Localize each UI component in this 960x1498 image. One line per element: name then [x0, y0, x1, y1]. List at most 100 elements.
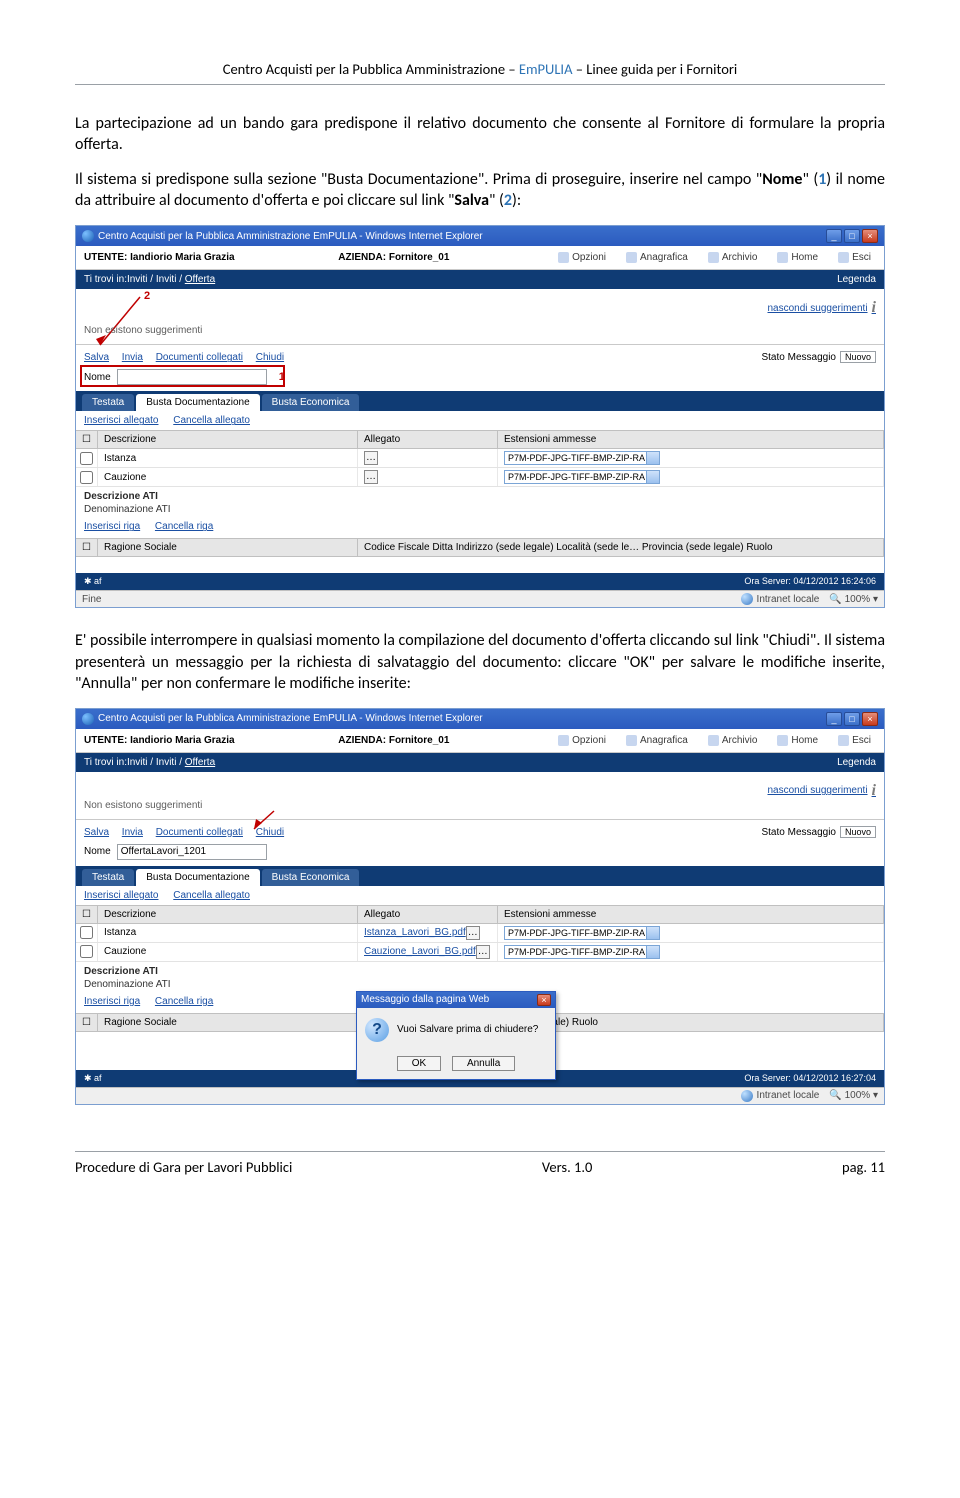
paragraph-2: Il sistema si predispone sulla sezione "…: [75, 169, 885, 211]
delete-row-link[interactable]: Cancella riga: [155, 996, 213, 1007]
server-time-2: Ora Server: 04/12/2012 16:27:04: [744, 1073, 876, 1084]
annulla-button[interactable]: Annulla: [452, 1056, 515, 1071]
row2-desc: Cauzione: [98, 468, 358, 486]
exit-icon: [838, 735, 849, 746]
nav-archivio[interactable]: Archivio: [703, 250, 763, 265]
footer-mid: Vers. 1.0: [542, 1158, 593, 1176]
row1-attach-button[interactable]: …: [364, 451, 378, 465]
page-header: Centro Acquisti per la Pubblica Amminist…: [75, 60, 885, 85]
insert-attachment-link[interactable]: Inserisci allegato: [84, 415, 158, 426]
row2-checkbox[interactable]: [80, 945, 93, 958]
breadcrumb-2: Ti trovi in:Inviti / Inviti / Offerta Le…: [76, 753, 884, 772]
nav-anagrafica[interactable]: Anagrafica: [621, 250, 693, 265]
documenti-link[interactable]: Documenti collegati: [156, 352, 243, 363]
row1-checkbox[interactable]: [80, 926, 93, 939]
minimize-button[interactable]: _: [826, 712, 842, 726]
nav-opzioni[interactable]: Opzioni: [553, 733, 611, 748]
attachment-links: Inserisci allegato Cancella allegato: [76, 411, 884, 430]
nav-anagrafica[interactable]: Anagrafica: [621, 733, 693, 748]
salva-link[interactable]: Salva: [84, 827, 109, 838]
tabstrip-2: Testata Busta Documentazione Busta Econo…: [76, 866, 884, 886]
row2-attach-button[interactable]: …: [476, 945, 490, 959]
azienda-label: AZIENDA: Fornitore_01: [338, 252, 449, 263]
close-button[interactable]: ×: [862, 229, 878, 243]
tab-busta-eco[interactable]: Busta Economica: [262, 869, 360, 886]
arrow-icon: [94, 293, 150, 353]
grid2-header: ☐ Ragione Sociale Codice Fiscale Ditta I…: [76, 538, 884, 557]
header-right: – Linee guida per i Fornitori: [572, 60, 737, 78]
insert-attachment-link[interactable]: Inserisci allegato: [84, 890, 158, 901]
minimize-button[interactable]: _: [826, 229, 842, 243]
zoom-dropdown[interactable]: 🔍 100% ▾: [829, 1090, 878, 1101]
tab-busta-eco[interactable]: Busta Economica: [262, 394, 360, 411]
tab-testata[interactable]: Testata: [82, 394, 134, 411]
salva-link[interactable]: Salva: [84, 352, 109, 363]
nome-row: Nome 1: [76, 365, 884, 387]
nav-archivio[interactable]: Archivio: [703, 733, 763, 748]
ati-label: Descrizione ATI: [76, 487, 884, 502]
close-button[interactable]: ×: [862, 712, 878, 726]
status-label: Stato MessaggioNuovo: [761, 351, 876, 363]
row2-attach-button[interactable]: …: [364, 470, 378, 484]
tab-busta-doc[interactable]: Busta Documentazione: [136, 869, 259, 886]
nav-home[interactable]: Home: [772, 250, 823, 265]
col-estensioni: Estensioni ammesse: [498, 431, 884, 448]
row1-ext-select[interactable]: P7M-PDF-JPG-TIFF-BMP-ZIP-RA: [504, 451, 660, 465]
row1-checkbox[interactable]: [80, 452, 93, 465]
highlight-rect: [80, 365, 285, 387]
invia-link[interactable]: Invia: [122, 352, 143, 363]
ie-icon: [82, 713, 94, 725]
hide-hints-link[interactable]: nascondi suggerimenti i: [767, 299, 876, 317]
user-label: UTENTE: Iandiorio Maria Grazia: [84, 252, 235, 263]
tab-testata[interactable]: Testata: [82, 869, 134, 886]
documenti-link[interactable]: Documenti collegati: [156, 827, 243, 838]
window-title: Centro Acquisti per la Pubblica Amminist…: [98, 231, 483, 242]
folder-icon: [708, 252, 719, 263]
insert-row-link[interactable]: Inserisci riga: [84, 521, 140, 532]
folder-icon: [708, 735, 719, 746]
row2-ext-select[interactable]: P7M-PDF-JPG-TIFF-BMP-ZIP-RA: [504, 470, 660, 484]
ie-statusbar: Fine Intranet locale 🔍 100% ▾: [76, 590, 884, 607]
gear-icon: [558, 252, 569, 263]
maximize-button[interactable]: □: [844, 712, 860, 726]
zoom-dropdown[interactable]: 🔍 100% ▾: [829, 594, 878, 605]
delete-attachment-link[interactable]: Cancella allegato: [173, 890, 250, 901]
user-bar: UTENTE: Iandiorio Maria Grazia AZIENDA: …: [76, 246, 884, 270]
delete-attachment-link[interactable]: Cancella allegato: [173, 415, 250, 426]
nome-input-2[interactable]: [117, 844, 267, 860]
nav-esci[interactable]: Esci: [833, 733, 876, 748]
question-icon: ?: [365, 1018, 389, 1042]
nav-home[interactable]: Home: [772, 733, 823, 748]
row1-attach-button[interactable]: …: [466, 926, 480, 940]
row2-checkbox[interactable]: [80, 471, 93, 484]
server-time: Ora Server: 04/12/2012 16:24:06: [744, 576, 876, 587]
card-icon: [626, 252, 637, 263]
col2-check: ☐: [76, 539, 98, 556]
chiudi-link[interactable]: Chiudi: [256, 352, 284, 363]
screenshot-2: Centro Acquisti per la Pubblica Amminist…: [75, 708, 885, 1105]
nav-esci[interactable]: Esci: [833, 250, 876, 265]
dialog-text: Vuoi Salvare prima di chiudere?: [397, 1024, 538, 1035]
gear-icon: [558, 735, 569, 746]
info-icon: i: [872, 299, 876, 317]
breadcrumb-offerta[interactable]: Offerta: [185, 274, 215, 285]
riga-links: Inserisci riga Cancella riga: [76, 517, 884, 536]
status-left: Fine: [82, 594, 101, 605]
grid-header: ☐ Descrizione Allegato Estensioni ammess…: [76, 430, 884, 449]
ok-button[interactable]: OK: [397, 1056, 441, 1071]
row2-pdf-link[interactable]: Cauzione_Lavori_BG.pdf: [364, 946, 476, 957]
tab-busta-doc[interactable]: Busta Documentazione: [136, 394, 259, 411]
invia-link[interactable]: Invia: [122, 827, 143, 838]
delete-row-link[interactable]: Cancella riga: [155, 521, 213, 532]
tabstrip: Testata Busta Documentazione Busta Econo…: [76, 391, 884, 411]
hide-hints-link[interactable]: nascondi suggerimenti i: [767, 782, 876, 800]
col2-ragione: Ragione Sociale: [98, 539, 358, 556]
legenda-link[interactable]: Legenda: [837, 274, 876, 285]
zone-intranet: Intranet locale: [741, 593, 820, 605]
nav-opzioni[interactable]: Opzioni: [553, 250, 611, 265]
row1-pdf-link[interactable]: Istanza_Lavori_BG.pdf: [364, 927, 466, 938]
insert-row-link[interactable]: Inserisci riga: [84, 996, 140, 1007]
denom-ati: Denominazione ATI: [76, 502, 884, 517]
dialog-close-button[interactable]: ×: [537, 994, 551, 1006]
maximize-button[interactable]: □: [844, 229, 860, 243]
